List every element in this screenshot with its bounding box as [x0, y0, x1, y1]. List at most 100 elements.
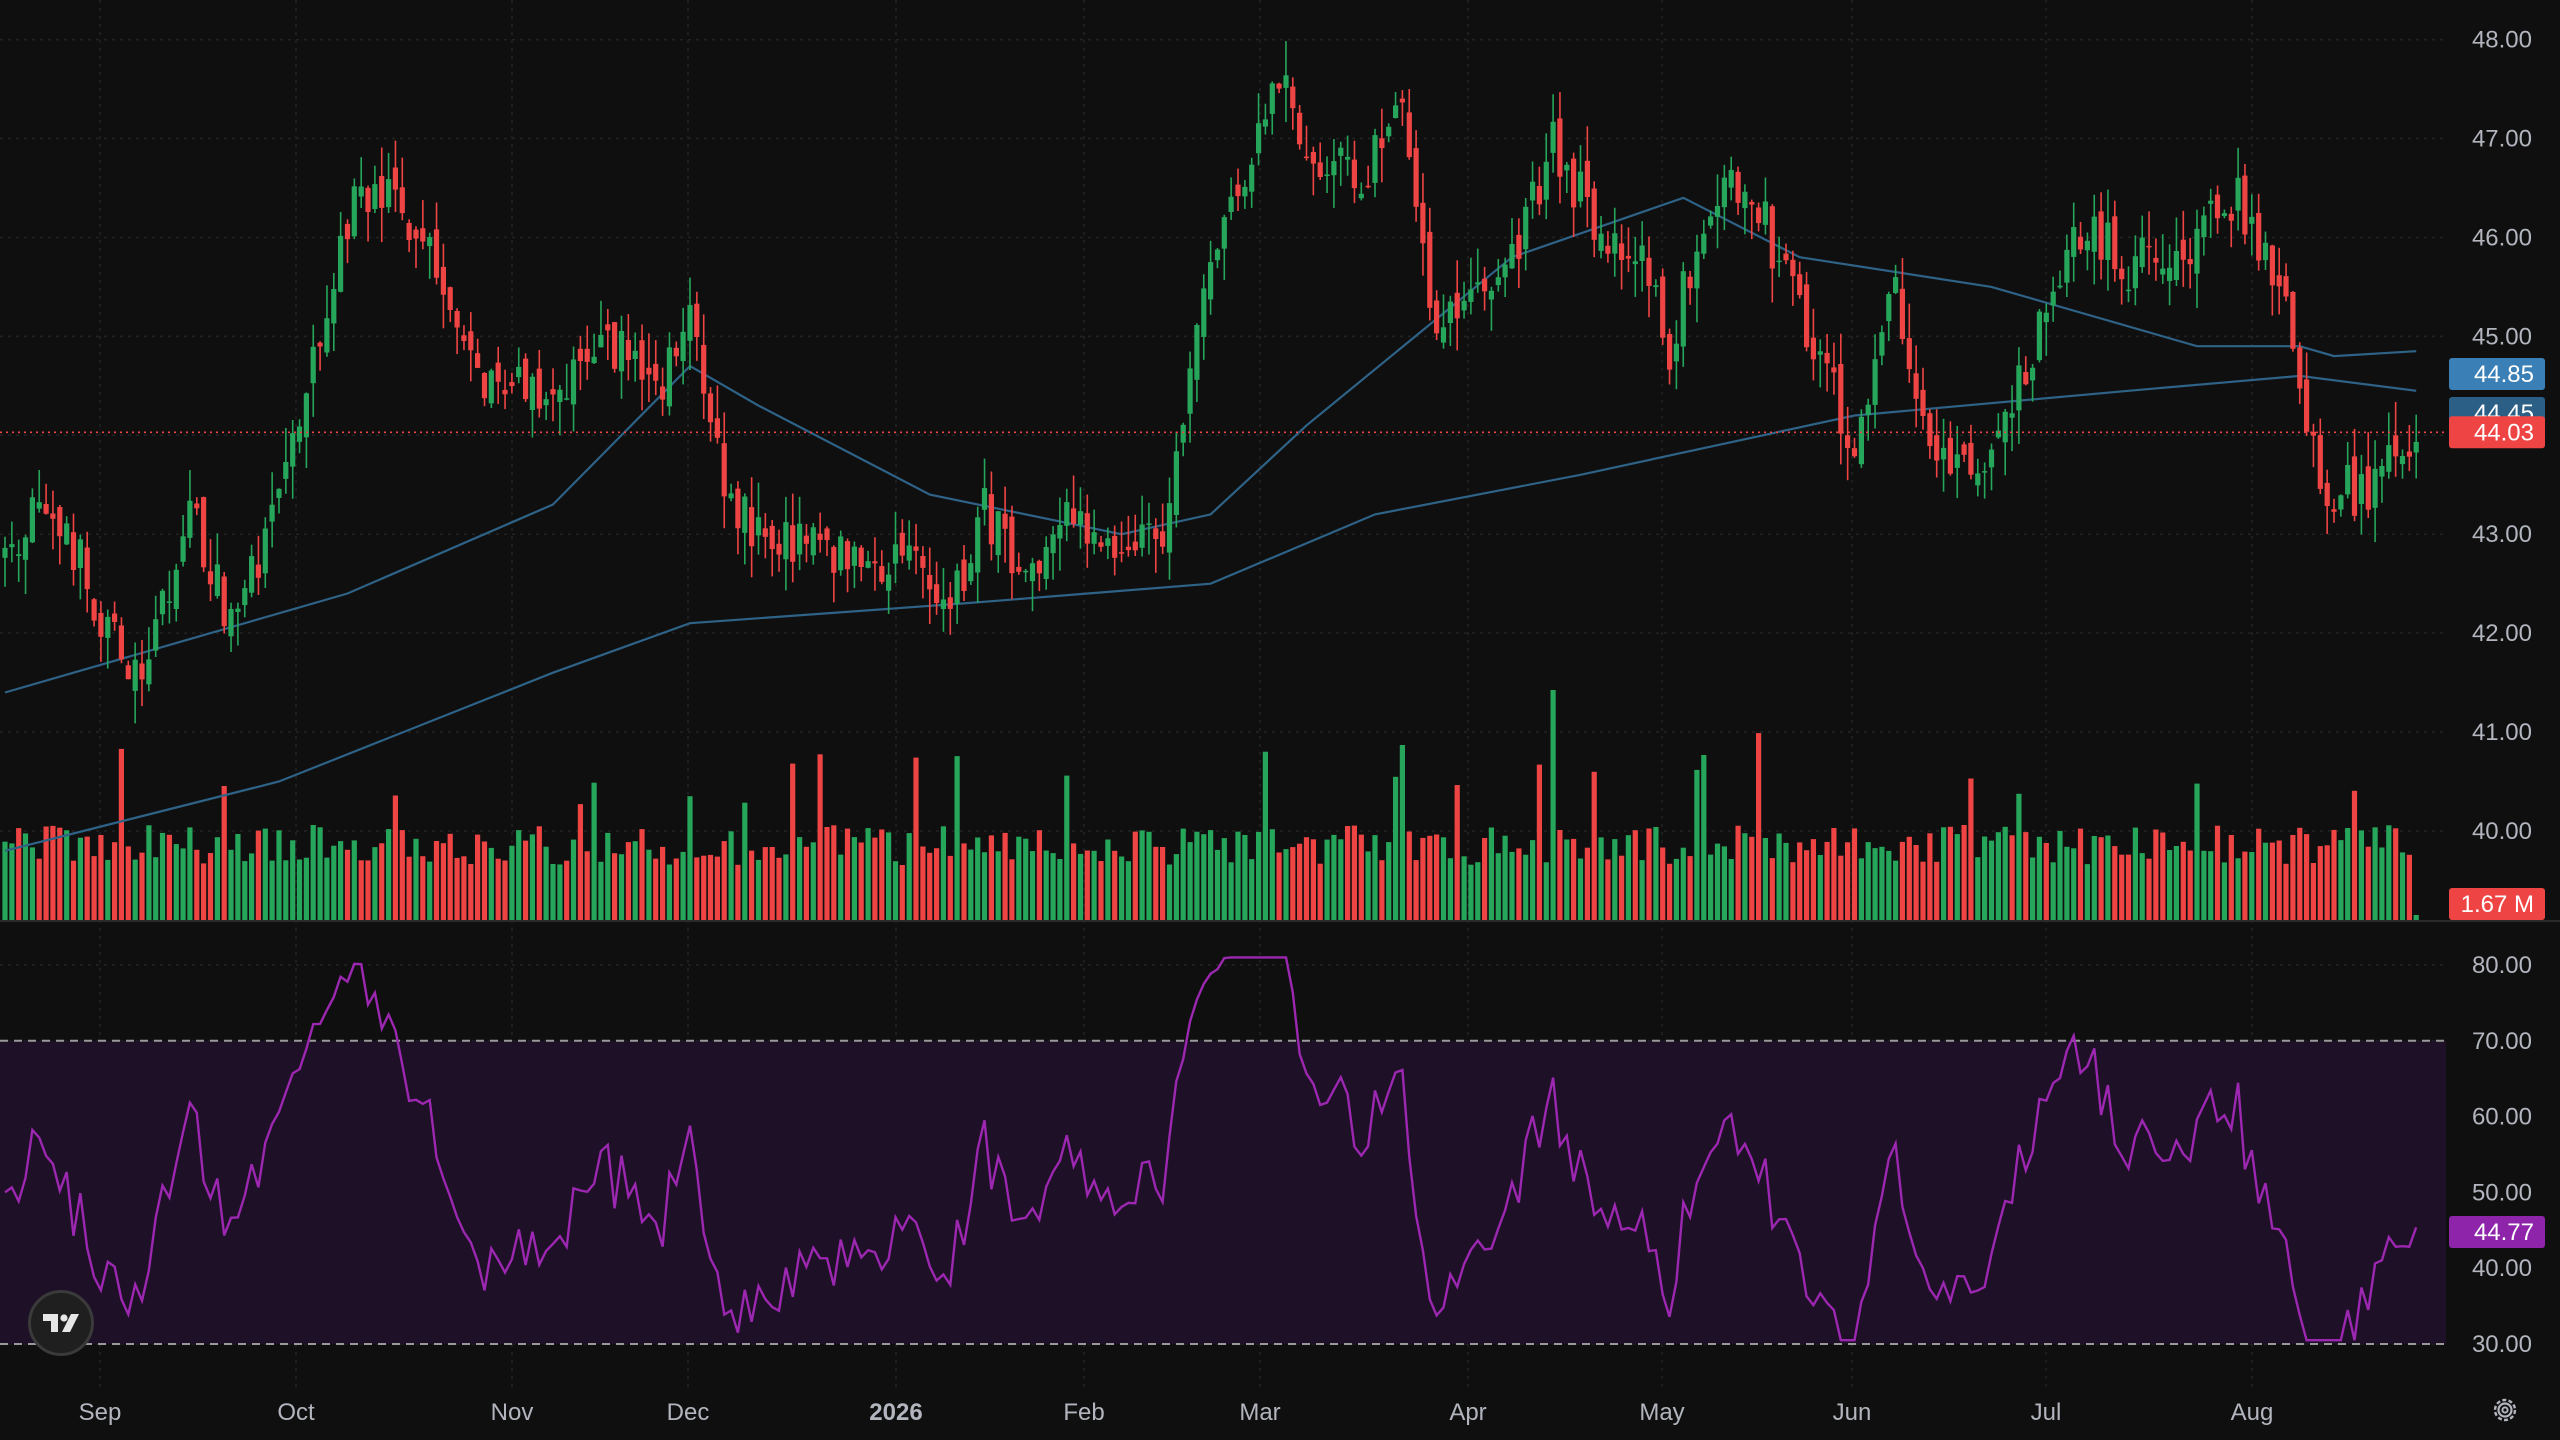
volume-bar — [296, 859, 303, 920]
candle-body — [420, 228, 426, 242]
ma-upper-badge: 44.85 — [2474, 361, 2534, 388]
tradingview-logo-icon[interactable] — [28, 1290, 94, 1356]
candle-body — [1776, 260, 1782, 263]
candle-body — [1160, 531, 1166, 547]
candle-body — [1420, 202, 1426, 244]
volume-bar — [1838, 855, 1844, 920]
candle-body — [1941, 447, 1947, 460]
volume-bar — [803, 846, 809, 920]
candle-body — [2221, 213, 2227, 217]
volume-bar — [1187, 842, 1193, 920]
candle-body — [2317, 435, 2323, 489]
volume-bar — [2317, 846, 2323, 920]
volume-bar — [153, 857, 159, 920]
volume-bar — [2276, 840, 2282, 920]
candle-body — [1317, 162, 1323, 177]
candle-body — [1290, 86, 1296, 109]
time-axis[interactable]: Sep Oct Nov Dec 2026 Feb Mar Apr May Jun Jul Aug — [79, 1399, 2274, 1426]
volume-bar — [1714, 843, 1721, 920]
candle-body — [886, 574, 892, 591]
candle-body — [36, 502, 42, 509]
candle-body — [2009, 413, 2015, 418]
volume-bar — [22, 833, 29, 920]
volume-bar — [1577, 858, 1584, 920]
candle-body — [1988, 449, 1995, 468]
volume-bar — [1954, 834, 1960, 920]
candle-body — [1721, 177, 1727, 208]
volume-bar — [1173, 854, 1179, 920]
candle-body — [413, 229, 419, 239]
candle-body — [831, 546, 837, 573]
candle-body — [351, 186, 357, 237]
candle-body — [762, 528, 768, 537]
candle-body — [1064, 502, 1070, 526]
candle-body — [1119, 552, 1125, 554]
candle-body — [2139, 237, 2145, 268]
time-tick-label: Jul — [2031, 1399, 2062, 1426]
volume-bar — [1886, 850, 1892, 920]
candle-body — [660, 386, 666, 400]
volume-bar — [1276, 852, 1282, 920]
candle-body — [98, 612, 104, 637]
volume-bar — [269, 860, 275, 920]
volume-bar — [194, 849, 200, 920]
candle-body — [358, 186, 364, 197]
candle-body — [475, 353, 481, 368]
candle-body — [2030, 367, 2036, 381]
volume-bar — [2002, 826, 2008, 920]
volume-bar — [1139, 830, 1145, 920]
volume-bar — [132, 859, 138, 920]
candle-body — [2256, 213, 2262, 261]
candle-body — [1283, 75, 1289, 88]
volume-bar — [84, 836, 90, 920]
volume-bar — [851, 837, 857, 920]
volume-bar — [2139, 853, 2145, 920]
volume-bar — [1269, 829, 1275, 920]
candle-body — [221, 576, 227, 627]
volume-bar — [1146, 831, 1152, 920]
rsi-value-badge: 44.77 — [2474, 1219, 2534, 1246]
candle-body — [1194, 325, 1200, 380]
candle-body — [838, 536, 844, 571]
candle-body — [207, 571, 214, 585]
volume-bar — [1619, 855, 1625, 920]
candle-body — [1769, 206, 1775, 269]
volume-bar — [262, 828, 268, 920]
gear-icon[interactable] — [2485, 1390, 2525, 1430]
last-price-badge-bg — [2449, 416, 2545, 449]
candle-body — [2269, 245, 2275, 286]
volume-bar — [2084, 864, 2090, 920]
volume-bar — [50, 825, 56, 920]
volume-bar — [1372, 835, 1378, 920]
volume-bar — [201, 863, 207, 920]
volume-bar — [2187, 850, 2193, 920]
volume-bar — [1680, 847, 1686, 920]
volume-bar — [433, 841, 440, 920]
candle-body — [2160, 268, 2166, 275]
candle-body — [1153, 528, 1159, 539]
candle-body — [2091, 216, 2097, 252]
volume-bar — [413, 838, 419, 920]
candle-body — [447, 287, 453, 310]
volume-bar — [1235, 831, 1241, 920]
volume-bar — [139, 852, 145, 920]
candle-body — [879, 566, 885, 582]
volume-bar — [1338, 839, 1344, 920]
volume-bar — [981, 852, 988, 920]
volume-bar — [1399, 745, 1405, 920]
candle-body — [331, 289, 337, 324]
volume-bar — [755, 859, 762, 920]
volume-bar — [1975, 857, 1981, 920]
rsi-band-fill — [0, 1040, 2446, 1344]
volume-bar — [43, 826, 49, 920]
volume-bar — [570, 839, 577, 920]
candle-body — [1927, 413, 1933, 447]
candle-body — [968, 563, 974, 582]
volume-bar — [1071, 843, 1077, 920]
price-axis[interactable]: 48.0047.0046.0045.0044.0043.0042.0041.00… — [2472, 27, 2532, 1358]
volume-bar — [1735, 825, 1741, 920]
candle-body — [707, 393, 714, 423]
volume-bar — [1468, 864, 1474, 920]
volume-bar — [276, 830, 282, 920]
volume-bar — [1817, 855, 1823, 920]
